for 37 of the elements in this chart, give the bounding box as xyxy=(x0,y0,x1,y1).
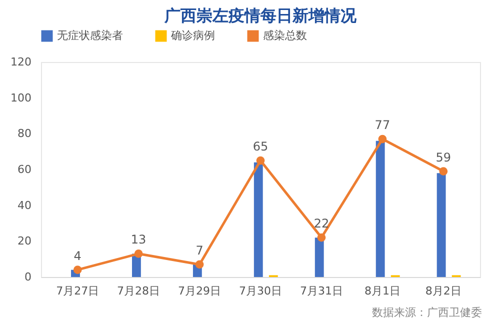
legend-label: 无症状感染者 xyxy=(57,29,123,42)
legend-label: 确诊病例 xyxy=(170,29,215,42)
y-tick-label: 40 xyxy=(18,198,32,212)
data-label: 7 xyxy=(196,243,204,258)
point xyxy=(195,260,204,269)
point xyxy=(73,266,82,274)
data-label: 22 xyxy=(314,216,330,231)
y-tick-label: 100 xyxy=(10,91,32,104)
y-tick-label: 60 xyxy=(18,163,32,176)
x-tick-label: 8月2日 xyxy=(425,284,462,298)
point xyxy=(256,156,265,165)
data-label: 4 xyxy=(74,248,82,263)
y-tick-label: 0 xyxy=(24,270,32,284)
point xyxy=(378,134,387,144)
point xyxy=(439,167,448,176)
x-tick-label: 8月1日 xyxy=(364,284,400,298)
source-note: 数据来源：广西卫健委 xyxy=(372,305,482,320)
point xyxy=(134,250,143,258)
x-tick-label: 7月30日 xyxy=(239,284,282,298)
bar xyxy=(254,162,263,277)
x-tick-label: 7月28日 xyxy=(117,284,160,298)
y-tick-label: 120 xyxy=(10,56,32,68)
bar xyxy=(314,238,324,277)
x-tick-label: 7月29日 xyxy=(178,284,222,298)
x-tick-label: 7月27日 xyxy=(56,284,100,298)
x-tick-label: 7月31日 xyxy=(300,284,343,298)
bar xyxy=(436,173,446,277)
legend-label: 感染总数 xyxy=(263,29,307,42)
chart-title: 广西崇左疫情每日新增情况 xyxy=(164,6,358,25)
point xyxy=(317,233,326,242)
y-tick-label: 80 xyxy=(18,127,32,140)
y-tick-label: 20 xyxy=(18,234,32,248)
data-label: 65 xyxy=(252,140,268,154)
data-label: 13 xyxy=(130,232,146,247)
data-label: 59 xyxy=(436,150,452,164)
bar xyxy=(376,140,385,277)
data-label: 77 xyxy=(374,118,390,132)
